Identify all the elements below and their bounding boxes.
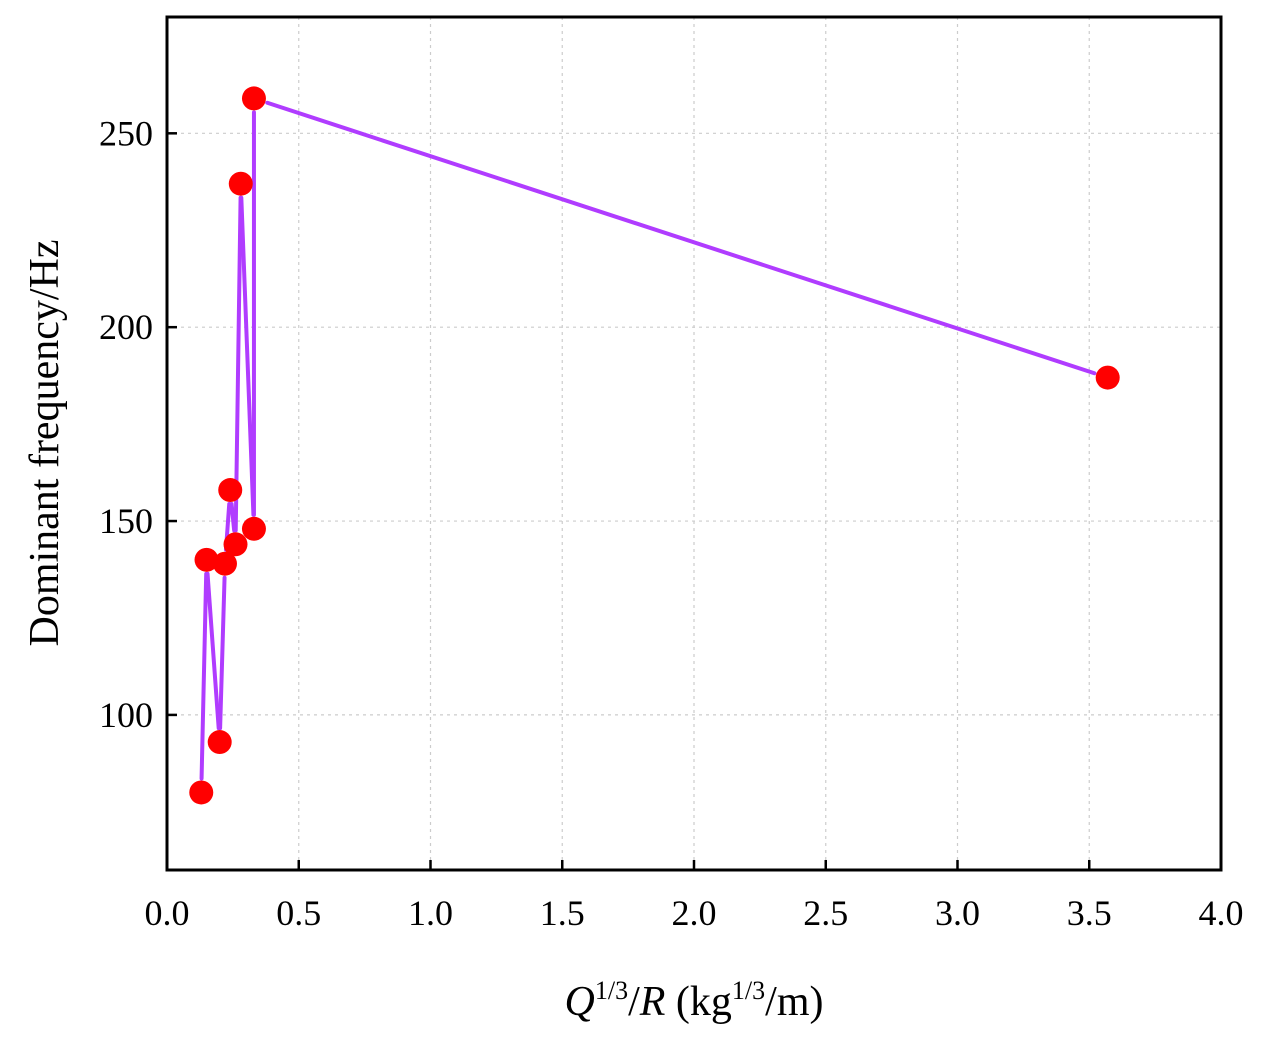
series-line-segment [199,571,209,781]
y-tick-label: 250 [99,113,153,153]
x-tick-label: 1.0 [408,893,453,933]
x-tick-label: 0.0 [145,893,190,933]
data-point [241,86,266,111]
x-tick-label: 4.0 [1199,893,1244,933]
series-line-segment [233,195,243,533]
x-axis-title: Q1/3/R (kg1/3/m) [565,976,824,1025]
y-tick-label: 150 [99,501,153,541]
data-point [194,547,219,572]
series-line-segment [265,100,1097,376]
x-tick-label: 3.0 [935,893,980,933]
tick-layer [165,132,1223,870]
x-tick-label: 2.5 [803,893,848,933]
y-tick-label: 100 [99,695,153,735]
series-line-segment [239,195,256,517]
label-layer: 0.0 0.5 1.0 1.5 2.0 2.5 3.0 3.5 4.0 100 150 200 250 [99,113,1244,933]
y-axis-title: Dominant frequency/Hz [22,239,68,646]
grid-layer [167,17,1221,870]
data-point [218,478,243,503]
x-tick-label: 2.0 [672,893,717,933]
data-point [228,171,253,196]
series-layer [189,86,1120,805]
data-point [223,532,248,557]
data-point [212,551,237,576]
x-tick-label: 3.5 [1067,893,1112,933]
data-point [207,730,232,755]
y-tick-label: 200 [99,307,153,347]
x-tick-label: 0.5 [276,893,321,933]
series-line-segment [205,571,221,731]
data-point [1095,365,1120,390]
series-line-segment [218,575,227,731]
data-point [189,780,214,805]
series-line-segment [229,501,237,533]
x-tick-label: 1.5 [540,893,585,933]
data-point [241,516,266,541]
